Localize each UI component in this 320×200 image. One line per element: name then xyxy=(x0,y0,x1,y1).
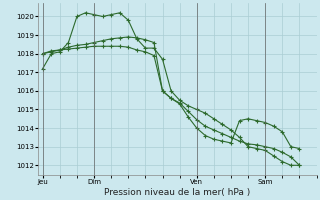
X-axis label: Pression niveau de la mer( hPa ): Pression niveau de la mer( hPa ) xyxy=(104,188,251,197)
